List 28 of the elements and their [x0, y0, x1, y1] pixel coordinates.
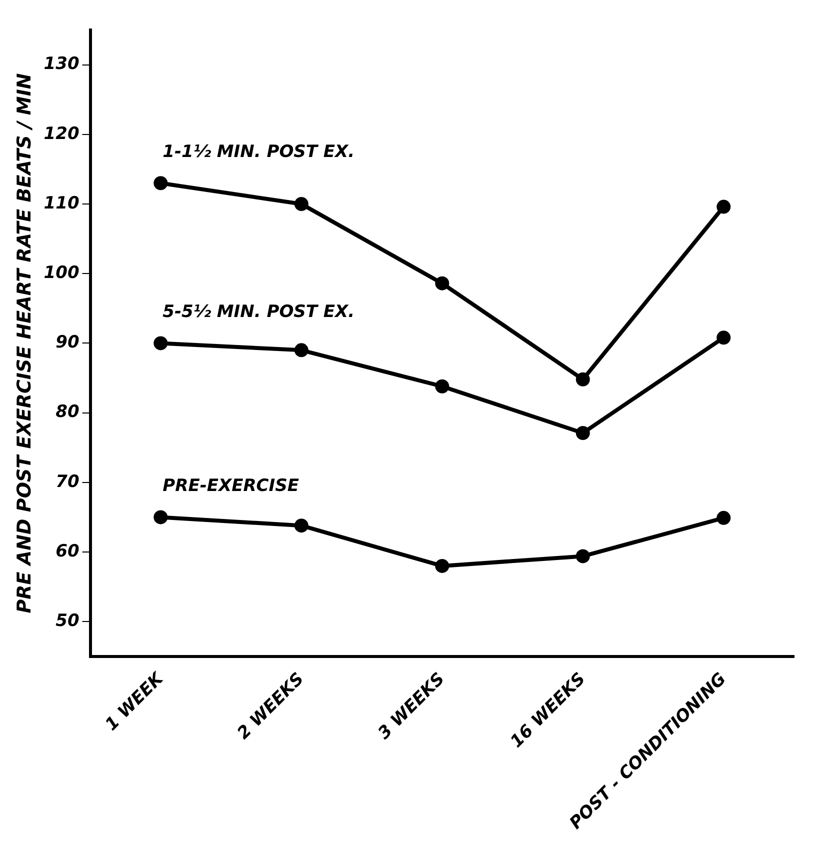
point	[154, 336, 168, 350]
point	[294, 518, 308, 533]
y-tick-label: 60	[56, 541, 80, 562]
y-axis-title: PRE AND POST EXERCISE HEART RATE BEATS / MIN	[13, 73, 36, 614]
y-tick-label: 100	[44, 263, 80, 284]
y-tick-label: 70	[56, 472, 80, 492]
y-tick-label: 80	[56, 402, 80, 422]
y-tick-label: 120	[44, 124, 80, 144]
point	[435, 558, 450, 573]
point	[576, 549, 590, 564]
y-tick-label: 130	[44, 54, 80, 74]
series-label: 1-1½ MIN. POST EX.	[162, 142, 355, 162]
y-tick-label: 110	[44, 193, 80, 214]
point	[294, 343, 308, 358]
point	[716, 330, 731, 345]
point	[716, 510, 731, 525]
point	[716, 200, 731, 214]
point	[576, 372, 590, 386]
point	[154, 510, 168, 524]
series-label: PRE-EXERCISE	[162, 476, 300, 496]
series-label: 5-5½ MIN. POST EX.	[162, 302, 355, 322]
point	[294, 197, 308, 212]
y-tick-label: 90	[56, 332, 80, 353]
point	[435, 379, 450, 394]
y-tick-label: 50	[56, 611, 80, 632]
point	[576, 426, 590, 440]
point	[154, 176, 168, 190]
point	[435, 276, 450, 290]
